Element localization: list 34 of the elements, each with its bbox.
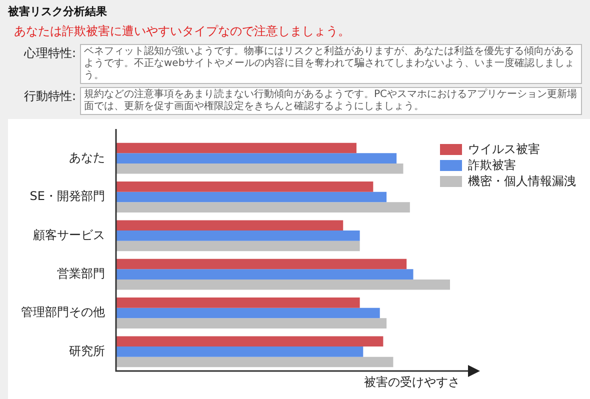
- bar: [116, 279, 450, 290]
- bar: [116, 163, 404, 174]
- bar: [116, 220, 344, 231]
- bar: [116, 298, 360, 308]
- text: 規約などの注意事項をあまり読まない行動傾向があるようです。PCやスマホにおけるアプリケーション更新場面では、更新を促す画面や権限設定をきちんと確認するようにしましょう。: [80, 87, 582, 115]
- bar: [116, 202, 410, 212]
- x-axis-title: 被害の受けやすさ: [364, 375, 460, 390]
- y-tick-label: 顧客サービス: [33, 228, 105, 242]
- text: 行動特性:: [22, 88, 77, 105]
- bar: [116, 269, 414, 280]
- chart-subtitle: あなたは詐欺被害に遭いやすいタイプなので注意しましょう。: [14, 23, 351, 40]
- bar: [116, 142, 356, 154]
- bar: [116, 240, 360, 252]
- bar: [116, 153, 397, 164]
- bar: [116, 346, 364, 357]
- bar: [116, 182, 374, 192]
- text: ベネフィット認知が強いようです。物事にはリスクと利益がありますが、あなたは利益を優先する傾向があるようです。不正なwebサイトやメールの内容に目を奪われて騙されてしまわないよう、いま一度確認しましょう。: [80, 44, 582, 84]
- bar: [116, 308, 380, 318]
- text: 心理特性:: [22, 45, 77, 62]
- bar: [116, 230, 360, 241]
- legend-label: ウイルス被害: [468, 141, 540, 157]
- bar: [116, 258, 407, 270]
- chart-title: 被害リスク分析結果: [8, 4, 108, 19]
- y-tick-label: SE・開発部門: [30, 189, 105, 204]
- y-tick-label: あなた: [69, 150, 105, 164]
- legend-label: 機密・個人情報漏洩: [468, 173, 576, 189]
- y-tick-label: 研究所: [69, 344, 105, 358]
- bar: [116, 318, 387, 328]
- bar: [116, 192, 387, 202]
- bar: [116, 356, 394, 368]
- y-tick-label: 営業部門: [57, 266, 105, 280]
- y-tick-label: 管理部門その他: [21, 305, 105, 320]
- bar: [116, 336, 384, 347]
- legend-label: 詐欺被害: [468, 157, 516, 173]
